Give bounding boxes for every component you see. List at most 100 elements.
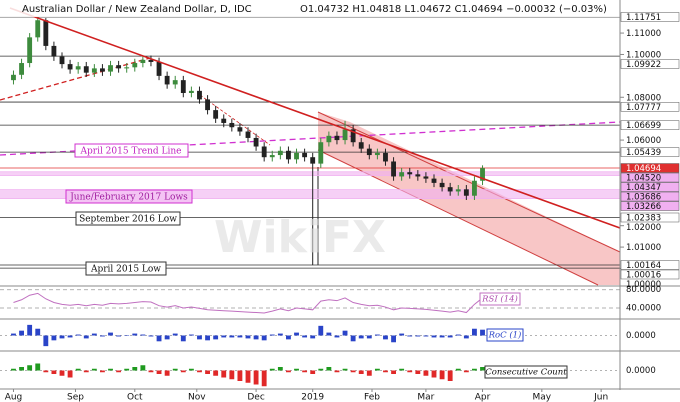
y-tick-label: 1.11000 — [626, 29, 661, 39]
indicator-bar — [43, 370, 49, 373]
indicator-bar — [350, 335, 356, 342]
indicator-bar — [229, 370, 235, 380]
candle-body — [245, 131, 251, 138]
indicator-bar — [318, 368, 324, 371]
candle-body — [91, 68, 97, 73]
indicator-bar — [205, 335, 210, 341]
level-label-bg — [620, 59, 680, 69]
indicator-bar — [261, 335, 267, 341]
candle-body — [51, 45, 57, 57]
indicator-bar — [439, 370, 445, 380]
x-tick-label: Oct — [127, 393, 143, 402]
y-tick-label: 1.06000 — [626, 136, 661, 146]
y-tick-label: 0.0000 — [626, 366, 656, 376]
candle-body — [11, 74, 16, 81]
indicator-bar — [213, 370, 219, 376]
indicator-bar — [310, 335, 316, 339]
indicator-bar — [358, 335, 364, 339]
indicator-bar — [423, 335, 429, 337]
indicator-bar — [180, 335, 186, 342]
candle-body — [302, 152, 308, 158]
indicator-bar — [423, 370, 429, 376]
indicator-bar — [415, 370, 421, 374]
level-label: 1.00164 — [626, 261, 661, 271]
indicator-bar — [302, 370, 308, 373]
indicator-bar — [245, 335, 251, 339]
level-label: 1.07777 — [626, 103, 661, 113]
indicator-bar — [221, 370, 227, 378]
y-tick-label: 40.0000 — [626, 303, 661, 313]
candle-body — [67, 64, 73, 70]
indicator-bar — [83, 370, 89, 373]
indicator-bar — [67, 370, 73, 378]
indicator-bar — [43, 335, 49, 347]
level-label-bg — [620, 182, 680, 192]
indicator-bar — [399, 333, 405, 336]
watermark: WikiFX — [214, 212, 386, 263]
minor-trend — [199, 94, 271, 146]
level-label: 1.06699 — [626, 121, 661, 131]
downtrend-line — [9, 7, 621, 229]
candle-body — [439, 182, 445, 188]
indicator-bar — [383, 335, 388, 340]
indicator-bar — [164, 335, 170, 340]
indicator-bar — [83, 335, 89, 339]
chart-title: Australian Dollar / New Zealand Dollar, … — [22, 4, 252, 15]
x-tick-label: 2019 — [301, 393, 324, 402]
annotation-box — [75, 211, 181, 226]
indicator-bar — [148, 335, 154, 337]
indicator-bar — [35, 328, 41, 336]
candle-body — [132, 63, 138, 68]
y-tick-label: 1.08000 — [626, 93, 661, 103]
indicator-line — [13, 292, 483, 314]
indicator-bar — [124, 335, 130, 336]
indicator-bar — [11, 368, 16, 371]
indicator-bar — [213, 335, 219, 340]
ohlc-readout: O1.04732 H1.04818 L1.04672 C1.04694 −0.0… — [300, 4, 607, 15]
indicator-bar — [197, 335, 202, 340]
indicator-bar — [302, 335, 308, 338]
candle-body — [431, 178, 437, 183]
level-label: 1.09922 — [626, 60, 661, 70]
candle-body — [277, 150, 283, 156]
indicator-bar — [188, 334, 194, 336]
candle-body — [463, 189, 469, 196]
indicator-bar — [383, 370, 388, 373]
indicator-bar — [326, 332, 332, 336]
indicator-bar — [75, 368, 81, 371]
indicator-bar — [156, 335, 162, 342]
candle-body — [399, 172, 405, 177]
indicator-bar — [237, 335, 243, 338]
annotation-box — [74, 143, 189, 158]
annotation: September 2016 Low — [79, 215, 177, 225]
support-line — [0, 57, 151, 101]
indicator-bar — [431, 370, 437, 378]
indicator-bar — [100, 335, 105, 337]
level-label-bg — [620, 120, 680, 130]
indicator-bar — [463, 370, 469, 373]
candle-body — [472, 180, 477, 196]
indicator-bar — [447, 335, 453, 338]
candle-body — [156, 61, 162, 76]
indicator-bar — [318, 325, 324, 336]
candle-body — [188, 90, 194, 93]
candle-body — [172, 80, 178, 85]
x-tick-label: Jun — [593, 393, 608, 402]
level-label-bg — [620, 191, 680, 202]
candle-body — [124, 67, 130, 69]
candle-body — [116, 65, 122, 69]
indicator-bar — [431, 335, 437, 338]
candle-body — [75, 66, 81, 70]
candle-body — [229, 122, 235, 128]
candle-body — [334, 135, 340, 141]
indicator-bar — [35, 363, 41, 371]
indicator-bar — [310, 370, 316, 374]
y-tick-label: 0.0000 — [626, 331, 656, 341]
indicator-bar — [156, 370, 162, 374]
candle-body — [455, 189, 461, 192]
indicator-bar — [439, 335, 445, 338]
indicator-bar — [326, 367, 332, 371]
indicator-bar — [245, 370, 251, 383]
channel-edge — [317, 111, 621, 253]
indicator-bar — [472, 328, 477, 336]
